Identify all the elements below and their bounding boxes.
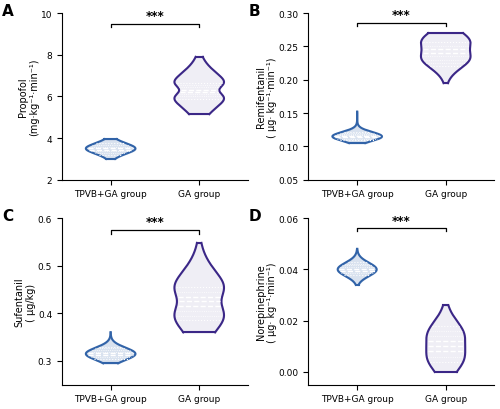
Text: B: B	[249, 4, 260, 19]
Text: A: A	[2, 4, 14, 19]
Text: C: C	[2, 209, 14, 224]
Y-axis label: Propofol
(mg·kg⁻¹·min⁻¹): Propofol (mg·kg⁻¹·min⁻¹)	[18, 58, 40, 136]
Text: ***: ***	[392, 214, 411, 227]
Y-axis label: Sufentanil
( μg/kg): Sufentanil ( μg/kg)	[15, 277, 36, 326]
Text: D: D	[249, 209, 262, 224]
Text: ***: ***	[146, 10, 165, 23]
Text: ***: ***	[146, 216, 165, 229]
Y-axis label: Norepinephrine
( μg· kg⁻¹·min⁻¹): Norepinephrine ( μg· kg⁻¹·min⁻¹)	[256, 261, 277, 342]
Y-axis label: Remifentanil
( μg· kg⁻¹·min⁻¹): Remifentanil ( μg· kg⁻¹·min⁻¹)	[256, 57, 277, 137]
Text: ***: ***	[392, 9, 411, 22]
